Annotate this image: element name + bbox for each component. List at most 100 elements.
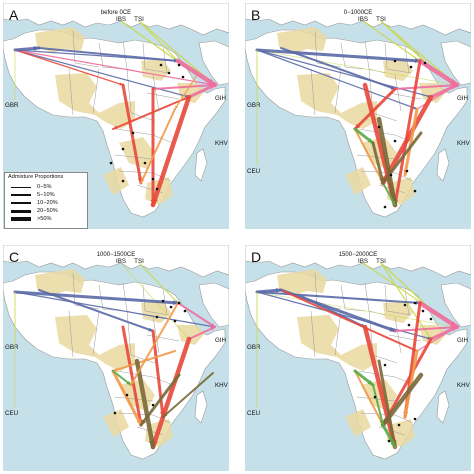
admixture-edge [255,48,422,63]
admixture-edge [376,116,398,208]
panel-letter: B [251,7,260,23]
country-border [152,74,160,112]
admixture-edge [372,384,384,426]
country-border [114,154,154,160]
admixture-edge [256,49,458,86]
admixture-edge [188,326,216,340]
admixture-arrowhead [175,105,179,109]
country-border [152,316,160,354]
admixture-arrowhead [163,412,168,417]
admixture-edge [138,20,179,62]
admixture-arrowhead [403,411,409,417]
admixture-edge [393,59,422,207]
country-border [142,284,170,316]
sample-point [121,147,125,151]
admixture-edge [353,87,397,131]
admixture-arrowhead [210,323,215,327]
population-label: TSI [376,258,386,265]
admixture-edge [111,369,143,427]
admixture-edge [112,96,190,130]
country-border [114,396,154,402]
country-border [394,74,402,112]
population-label: GBR [247,102,261,109]
sampling-region [277,269,327,295]
admixture-arrowhead [367,380,373,385]
population-label: CEU [247,410,260,417]
country-border [310,68,316,116]
sample-point [413,417,417,421]
admixture-arrowhead [367,138,373,143]
population-label: KHV [457,382,471,389]
sample-point [397,423,401,427]
admixture-edge [152,84,216,90]
admixture-arrowhead [389,327,395,332]
population-label: IBS [116,16,126,23]
sample-point [151,177,155,181]
admixture-arrowhead [33,46,39,51]
legend-line-thick [11,209,31,213]
sample-point [393,139,397,143]
panel-letter: A [9,7,19,23]
madagascar-landmass [436,390,450,424]
arabia-landmass [440,282,471,328]
sample-point [413,301,417,305]
population-label: KHV [215,382,229,389]
panel-d: D 1500−2000CE IBS TSI GBR GIH KHV CEU [245,245,471,471]
admixture-edge [377,359,397,449]
country-border [384,284,412,316]
admixture-arrowhead [380,420,384,425]
country-border [118,412,172,424]
admixture-edge [280,47,396,90]
country-border [334,310,342,356]
admixture-edge [416,326,458,352]
sampling-region [297,73,377,129]
admixture-arrowhead [414,58,420,64]
population-label: IBS [358,258,368,265]
sampling-region [383,59,413,81]
madagascar-landmass [194,148,208,182]
population-label: GIH [215,337,226,344]
admixture-arrowhead [453,327,457,331]
admixture-edge [380,372,424,428]
legend-label: 5−10% [37,192,55,198]
admixture-edge [38,289,154,332]
sample-point [429,317,433,321]
period-label: 0−1000CE [344,10,373,16]
admixture-arrowhead [379,177,385,183]
sample-point [177,301,181,305]
country-border [68,68,74,116]
population-label: TSI [134,16,144,23]
country-border [142,42,170,74]
country-border [92,310,100,356]
admixture-legend: Admixture Proportions 0−5% 5−10% 10−20% … [4,172,88,229]
sampling-region [383,301,413,323]
panel-letter: D [251,249,261,265]
admixture-arrowhead [208,79,215,85]
admixture-edge [38,47,179,62]
admixture-edge [14,49,124,86]
sampling-region [103,167,129,195]
country-border [360,412,414,424]
population-label: IBS [116,258,126,265]
sample-point [393,59,397,63]
admixture-arrowhead [450,321,457,327]
admixture-arrowhead [126,380,131,385]
sampling-region [55,73,135,129]
sample-point [383,363,387,367]
legend-label: >50% [37,216,52,222]
sample-point [423,61,427,65]
admixture-edge [280,289,418,352]
country-border [388,92,422,100]
admixture-edge [130,302,179,386]
admixture-edge [121,325,143,427]
country-border [72,30,100,68]
admixture-edge [354,370,384,426]
sampling-region [177,325,205,345]
admixture-edge [139,373,181,427]
legend-item-0-5: 0−5% [11,183,85,191]
sample-point [121,179,125,183]
population-label: GBR [247,344,261,351]
country-border [340,42,366,70]
